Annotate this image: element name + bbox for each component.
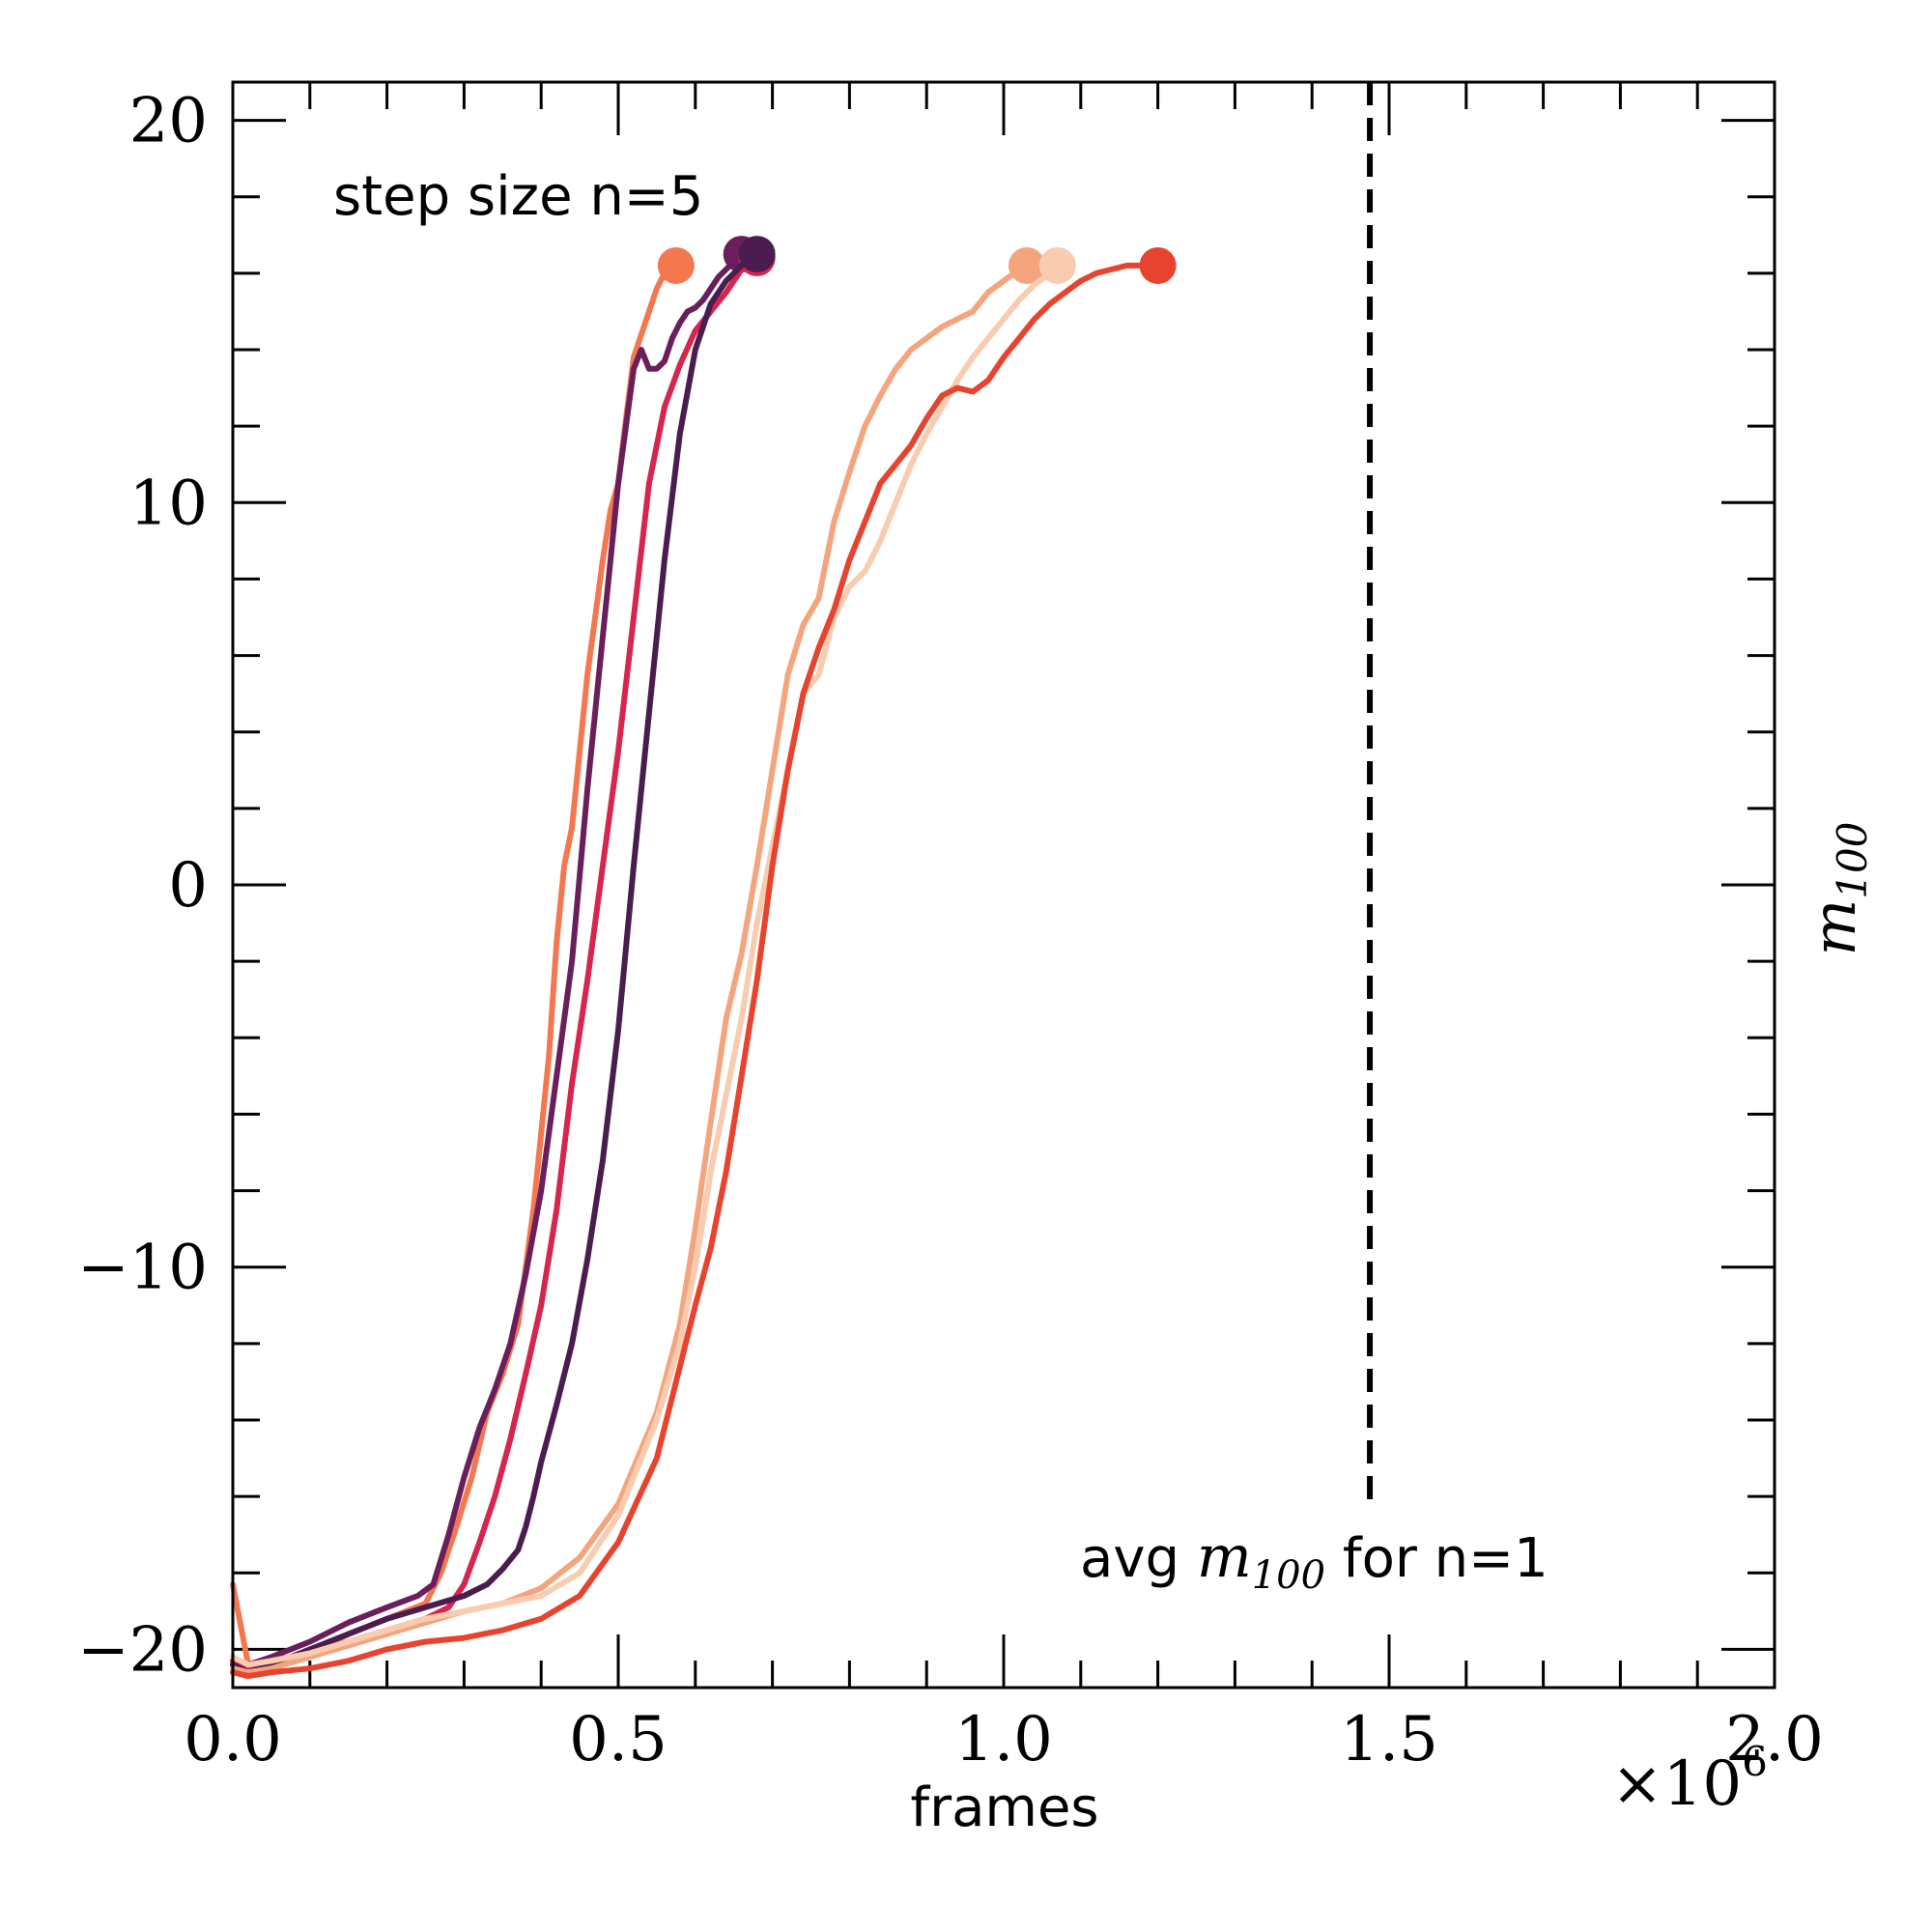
y-tick-label: 10: [129, 468, 208, 539]
series-end-marker-7: [1139, 246, 1177, 284]
series-line-1: [230, 262, 679, 1668]
annotation-math-subscript: 100: [1252, 1553, 1325, 1598]
y-tick-label: −10: [77, 1233, 208, 1304]
y-tick-label: −20: [77, 1614, 208, 1686]
series-end-marker-6: [1038, 246, 1076, 284]
series-layer: [230, 236, 1177, 1680]
x-tick-label: 1.0: [954, 1704, 1053, 1776]
x-axis-label: frames: [910, 1776, 1098, 1839]
annotation-step-size: step size n=5: [333, 165, 703, 228]
axis-ticks: [231, 82, 1776, 1688]
tick-labels: 0.0 0.5 1.0 1.5 2.0 −20 −10 0 10 20: [77, 86, 1824, 1776]
annotation-math: m: [1197, 1523, 1252, 1591]
x-tick-label: 1.5: [1340, 1704, 1438, 1776]
y-axis-label: m100: [1799, 822, 1876, 956]
x-multiplier-exponent: 6: [1742, 1738, 1768, 1785]
annotation-prefix: avg: [1080, 1527, 1197, 1590]
annotation-suffix: for n=1: [1325, 1527, 1548, 1590]
series-end-marker-4: [738, 236, 776, 273]
series-line-6: [230, 262, 1061, 1668]
annotation-avg-m100: avg m100 for n=1: [1080, 1523, 1548, 1598]
x-tick-label: 2.0: [1725, 1704, 1824, 1776]
y-tick-label: 20: [129, 86, 208, 157]
x-axis-multiplier: ×106: [1611, 1738, 1768, 1820]
series-end-marker-5: [1008, 246, 1045, 284]
axes-frame: [231, 80, 1776, 1690]
series-line-2: [230, 251, 745, 1668]
series-line-7: [230, 262, 1161, 1680]
y-label-main: m: [1799, 899, 1869, 956]
x-multiplier-base: ×10: [1611, 1748, 1742, 1820]
series-end-marker-1: [657, 246, 695, 284]
x-tick-label: 0.5: [569, 1704, 668, 1776]
y-tick-label: 0: [168, 850, 208, 922]
series-line-5: [230, 262, 1030, 1676]
x-tick-label: 0.0: [184, 1704, 282, 1776]
series-line-4: [230, 251, 760, 1676]
y-label-subscript: 100: [1829, 822, 1876, 899]
